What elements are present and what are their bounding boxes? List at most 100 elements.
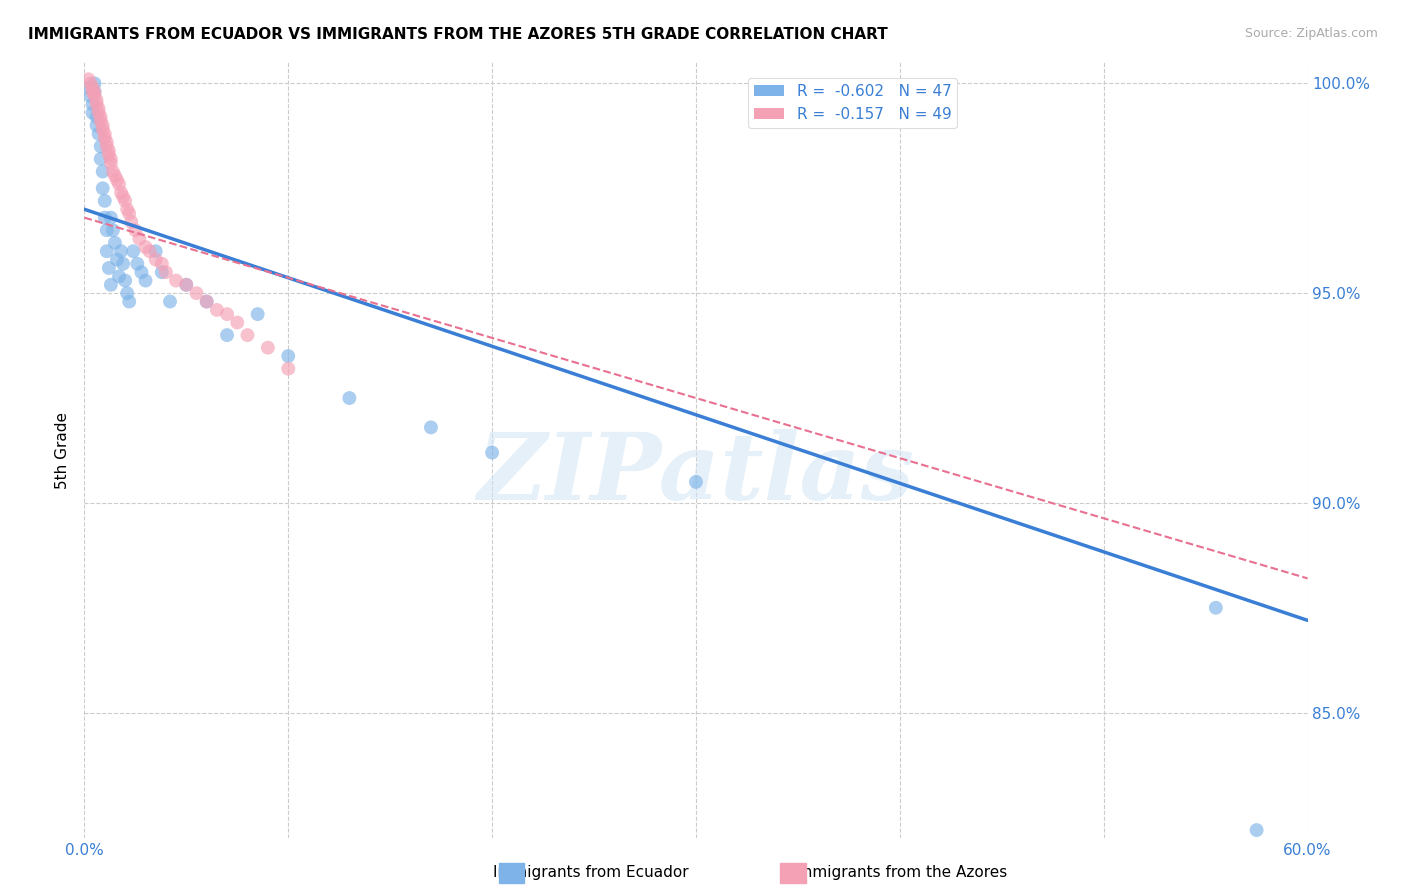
Point <box>114 274 136 288</box>
Point <box>82 85 104 99</box>
Point <box>115 202 138 217</box>
Point <box>96 223 118 237</box>
Point <box>83 89 105 103</box>
Point <box>174 277 197 292</box>
Point <box>1246 823 1268 838</box>
Point <box>100 211 122 225</box>
Point <box>195 294 218 309</box>
Point <box>86 93 108 107</box>
Point <box>83 85 105 99</box>
Point <box>110 186 132 200</box>
Point <box>481 445 503 459</box>
Point <box>165 274 187 288</box>
Point <box>82 97 104 112</box>
Point <box>93 127 115 141</box>
Point <box>104 235 127 250</box>
Point <box>79 77 101 91</box>
Point <box>135 240 157 254</box>
Point <box>277 361 299 376</box>
Point <box>127 257 149 271</box>
Point <box>246 307 269 321</box>
Point <box>277 349 299 363</box>
Point <box>131 265 153 279</box>
Point <box>104 169 127 183</box>
Point <box>87 105 110 120</box>
Point <box>217 328 239 343</box>
Point <box>96 135 118 149</box>
Point <box>124 223 146 237</box>
Point <box>339 391 361 405</box>
Point <box>138 244 160 259</box>
Point <box>82 105 104 120</box>
Text: Immigrants from Ecuador: Immigrants from Ecuador <box>492 865 689 880</box>
Point <box>105 252 128 267</box>
Point <box>77 72 100 87</box>
Point <box>112 189 135 203</box>
Point <box>96 139 118 153</box>
Point <box>226 316 249 330</box>
Point <box>110 244 132 259</box>
Point <box>257 341 280 355</box>
Point <box>118 294 141 309</box>
Point <box>97 260 120 275</box>
Point <box>114 194 136 208</box>
Point <box>90 110 112 124</box>
Point <box>108 177 131 191</box>
Point <box>90 114 112 128</box>
Point <box>90 139 112 153</box>
Point <box>101 223 124 237</box>
Point <box>1205 600 1227 615</box>
Point <box>100 152 122 166</box>
Point <box>122 244 145 259</box>
Point <box>135 274 157 288</box>
Point <box>105 173 128 187</box>
Text: Immigrants from the Azores: Immigrants from the Azores <box>793 865 1007 880</box>
Point <box>91 164 114 178</box>
Point <box>145 244 167 259</box>
Point <box>87 102 110 116</box>
Point <box>120 215 142 229</box>
Point <box>420 420 443 434</box>
Point <box>186 286 208 301</box>
Point <box>150 257 173 271</box>
Point <box>82 80 104 95</box>
Point <box>86 119 108 133</box>
Point <box>100 156 122 170</box>
Point <box>93 131 115 145</box>
Point <box>101 164 124 178</box>
Text: IMMIGRANTS FROM ECUADOR VS IMMIGRANTS FROM THE AZORES 5TH GRADE CORRELATION CHAR: IMMIGRANTS FROM ECUADOR VS IMMIGRANTS FR… <box>28 27 887 42</box>
Point <box>205 302 228 317</box>
Point <box>195 294 218 309</box>
Point <box>159 294 181 309</box>
Point <box>685 475 707 489</box>
Point <box>145 252 167 267</box>
Point <box>97 147 120 161</box>
Point <box>93 211 115 225</box>
Point <box>90 152 112 166</box>
Legend: R =  -0.602   N = 47, R =  -0.157   N = 49: R = -0.602 N = 47, R = -0.157 N = 49 <box>748 78 957 128</box>
Point <box>100 277 122 292</box>
Point <box>83 77 105 91</box>
Point <box>112 257 135 271</box>
Point <box>86 97 108 112</box>
Point <box>91 122 114 136</box>
Point <box>97 144 120 158</box>
Text: ZIPatlas: ZIPatlas <box>478 429 914 519</box>
Point <box>93 194 115 208</box>
Point <box>108 269 131 284</box>
Point <box>91 119 114 133</box>
Point <box>87 127 110 141</box>
Point <box>118 206 141 220</box>
Point <box>217 307 239 321</box>
Y-axis label: 5th Grade: 5th Grade <box>55 412 70 489</box>
Point <box>236 328 259 343</box>
Point <box>174 277 197 292</box>
Point <box>91 181 114 195</box>
Point <box>96 244 118 259</box>
Text: Source: ZipAtlas.com: Source: ZipAtlas.com <box>1244 27 1378 40</box>
Point <box>128 232 150 246</box>
Point <box>115 286 138 301</box>
Point <box>155 265 177 279</box>
Point <box>77 80 100 95</box>
Point <box>86 110 108 124</box>
